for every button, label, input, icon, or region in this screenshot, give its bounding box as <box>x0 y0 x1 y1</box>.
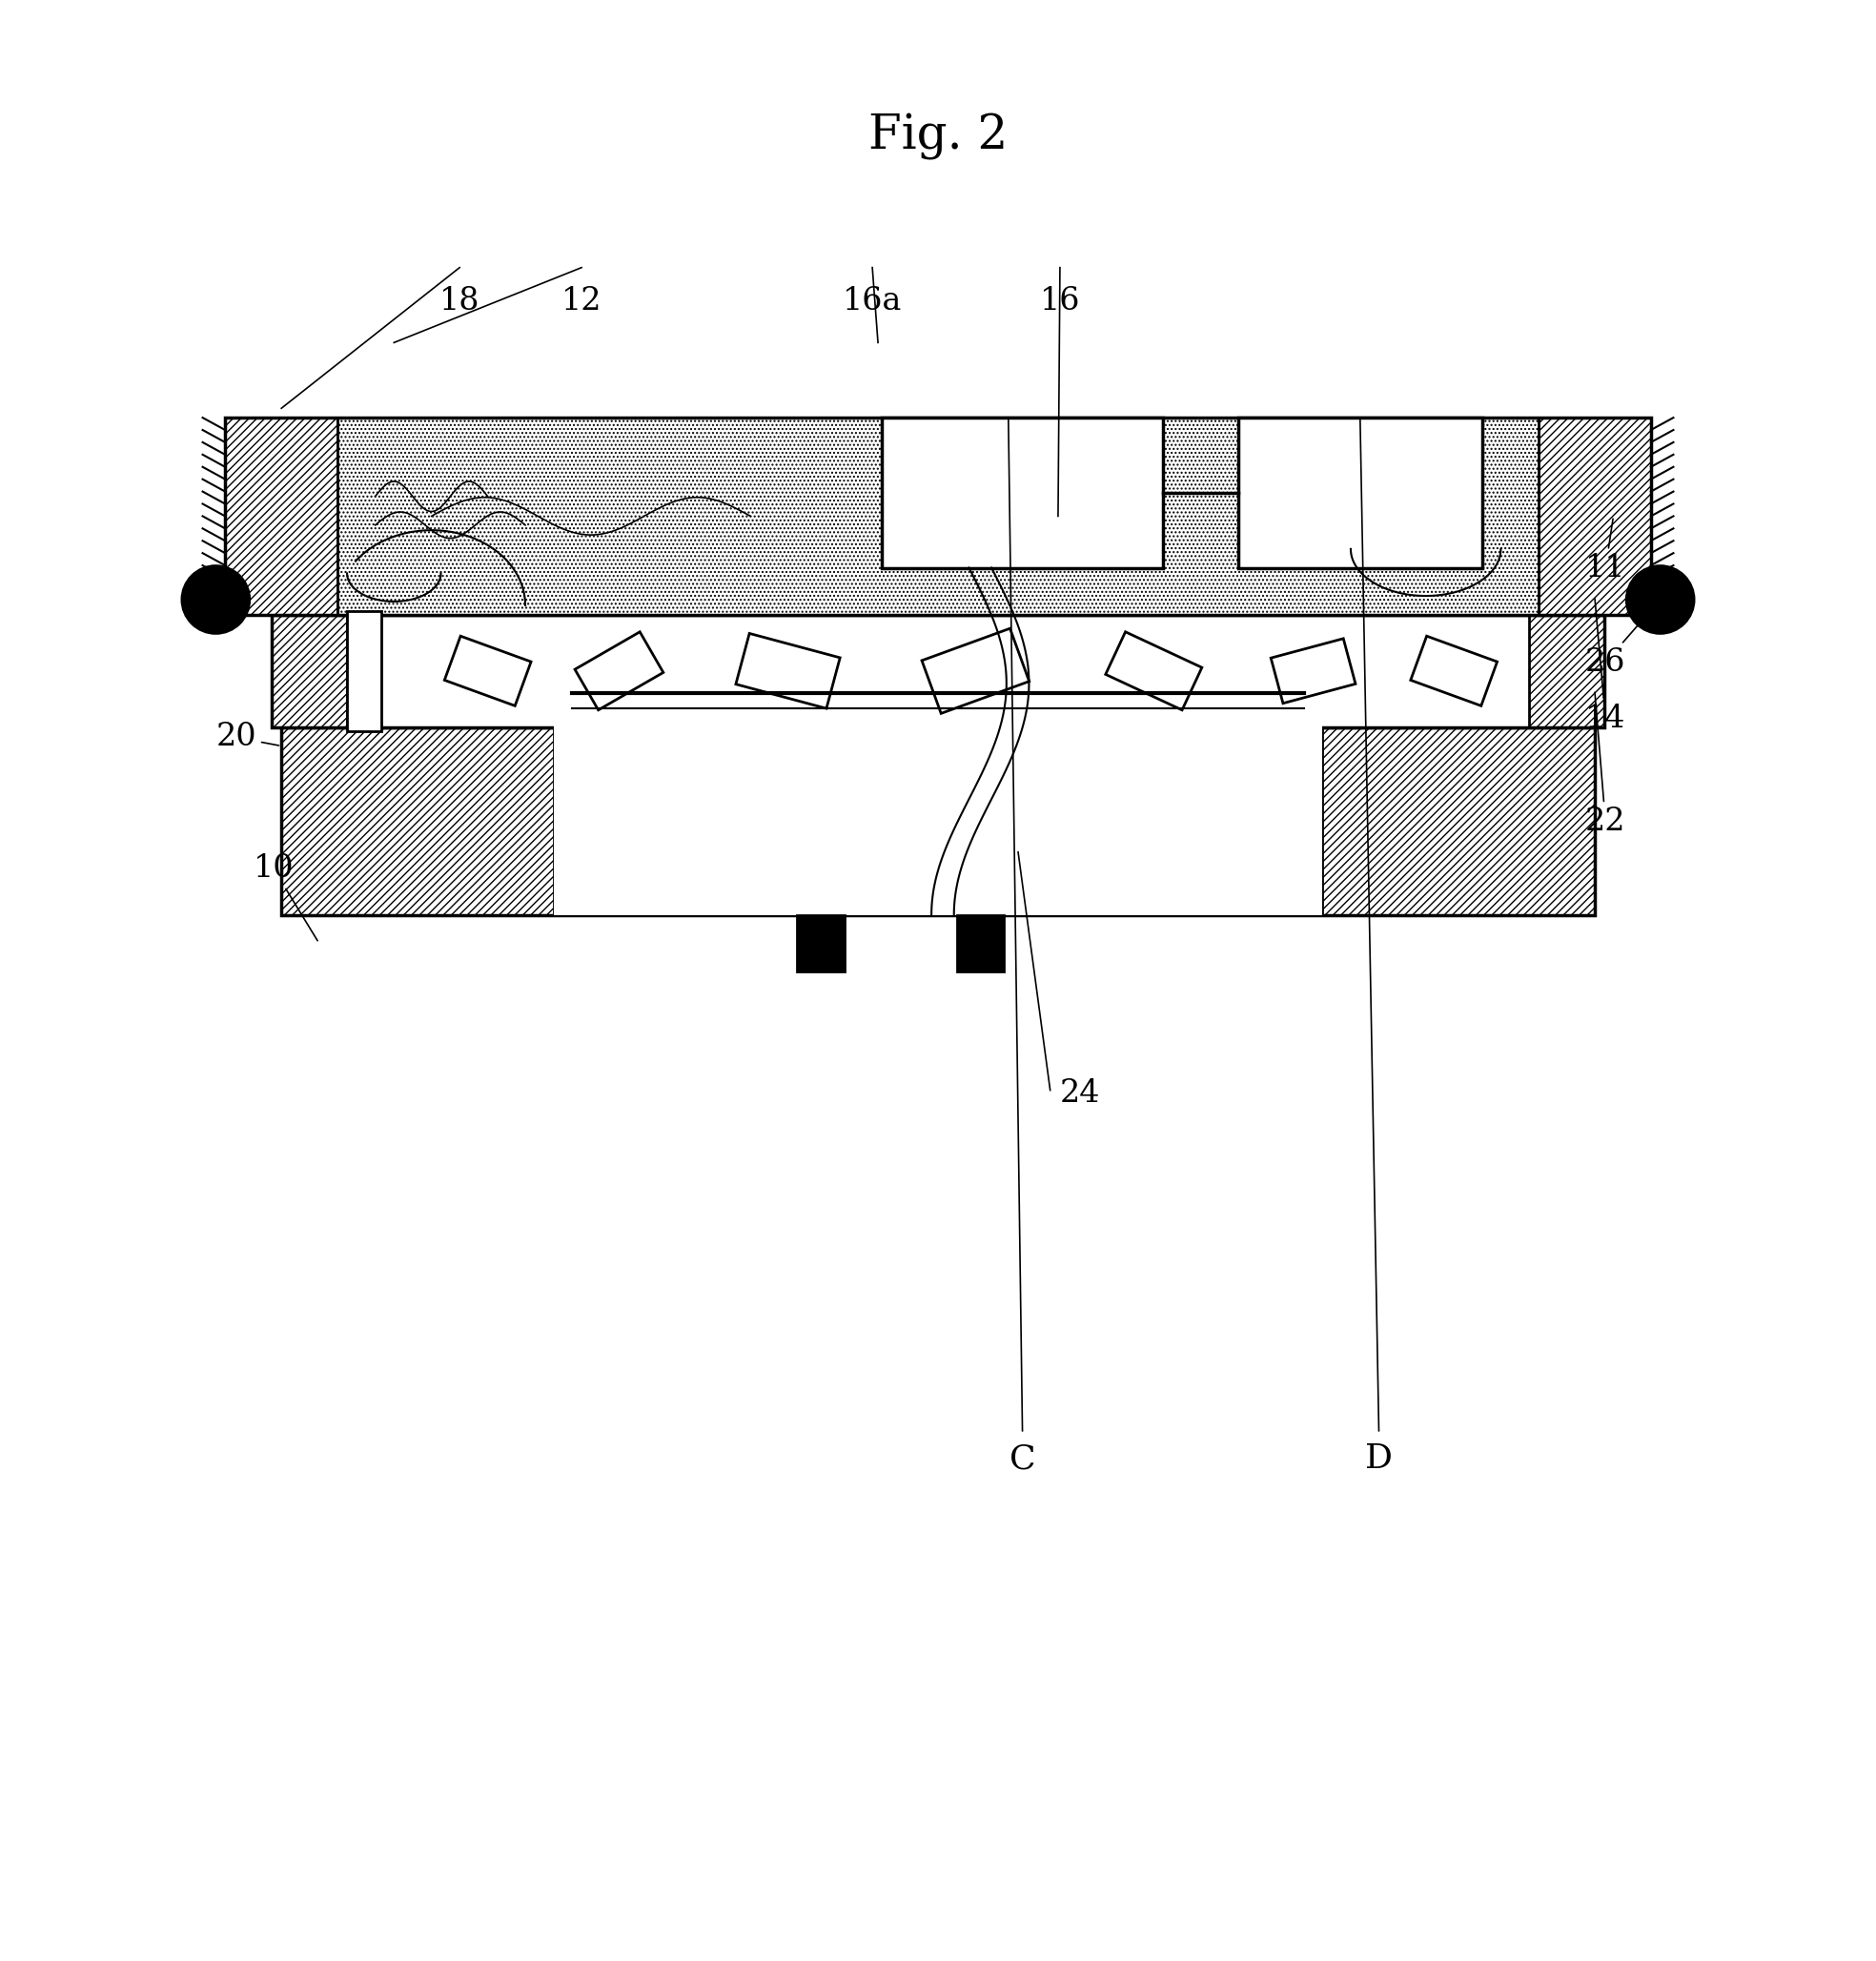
Text: 16: 16 <box>1039 286 1081 318</box>
Bar <box>735 633 840 708</box>
Bar <box>1411 635 1497 706</box>
Bar <box>921 628 1030 714</box>
Bar <box>338 418 1538 614</box>
Bar <box>1529 614 1604 728</box>
Text: 24: 24 <box>1060 1079 1101 1108</box>
Text: 20: 20 <box>216 722 280 753</box>
Bar <box>1105 631 1203 710</box>
Text: 16a: 16a <box>842 286 902 318</box>
Bar <box>1270 639 1356 704</box>
Circle shape <box>182 567 250 633</box>
Text: 26: 26 <box>1585 602 1658 679</box>
Bar <box>957 916 1004 971</box>
Bar <box>347 612 381 731</box>
Text: 11: 11 <box>1585 520 1626 584</box>
Bar <box>1238 418 1482 569</box>
Text: 18: 18 <box>439 286 480 318</box>
Bar <box>574 631 664 710</box>
Text: C: C <box>1009 1443 1036 1475</box>
Bar <box>1323 728 1595 916</box>
Bar <box>1538 418 1651 614</box>
Text: Fig. 2: Fig. 2 <box>869 112 1007 159</box>
Bar <box>445 635 531 706</box>
Text: 10: 10 <box>253 853 317 941</box>
Bar <box>553 680 1323 916</box>
Text: 14: 14 <box>1585 598 1626 733</box>
Bar <box>225 418 1651 614</box>
Text: 12: 12 <box>561 286 602 318</box>
Bar <box>797 916 844 971</box>
Text: 22: 22 <box>1585 692 1626 837</box>
Bar <box>272 614 347 728</box>
Circle shape <box>1626 567 1694 633</box>
Text: D: D <box>1366 1443 1392 1475</box>
Bar <box>225 418 338 614</box>
Bar <box>882 418 1163 569</box>
Bar <box>272 614 1604 728</box>
Bar <box>281 728 553 916</box>
Bar <box>281 728 1595 916</box>
